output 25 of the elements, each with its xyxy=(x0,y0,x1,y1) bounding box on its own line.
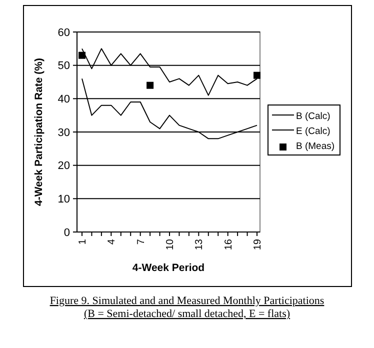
legend-label: B (Meas) xyxy=(296,141,335,152)
caption: Figure 9. Simulated and and Measured Monthly Participations xyxy=(50,295,324,307)
x-tick-label: 4 xyxy=(106,238,118,245)
x-tick-label: 1 xyxy=(78,238,88,245)
y-tick-label: 40 xyxy=(58,94,70,106)
y-tick-label: 60 xyxy=(58,26,70,39)
x-tick-label: 13 xyxy=(194,238,206,250)
y-tick-label: 50 xyxy=(58,60,70,72)
y-tick-label: 30 xyxy=(58,126,70,139)
point xyxy=(254,72,260,79)
legend-label: B (Calc) xyxy=(296,111,330,122)
line-series xyxy=(82,78,258,140)
text: (B = Semi-detached/ small detached, E = flats) xyxy=(84,308,290,320)
y-tick-label: 0 xyxy=(64,226,70,239)
y-tick-label: 10 xyxy=(58,194,70,206)
y-axis-title: 4-Week Participation Rate (%) xyxy=(33,58,45,206)
x-tick-label: 19 xyxy=(252,238,264,250)
y-tick-label: 20 xyxy=(58,160,70,172)
point xyxy=(78,52,86,59)
x-tick-label: 7 xyxy=(136,238,147,245)
point xyxy=(146,82,154,89)
x-axis-title: 4-Week Period xyxy=(132,262,205,274)
x-tick-label: 16 xyxy=(223,238,234,250)
legend-label: E (Calc) xyxy=(296,126,330,137)
x-tick-label: 10 xyxy=(165,238,176,250)
